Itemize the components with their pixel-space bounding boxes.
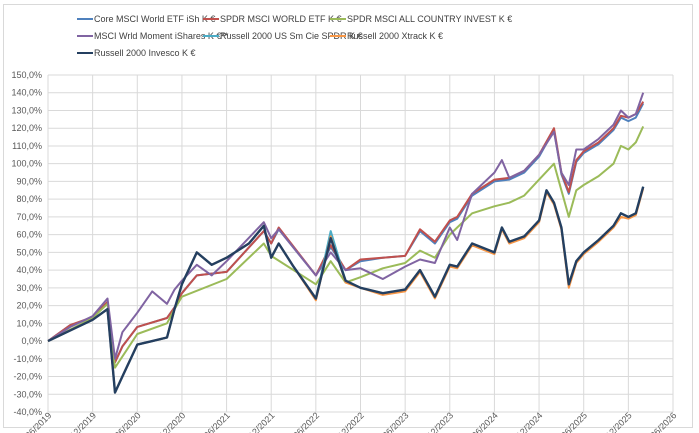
legend-item-core-msci-world: Core MSCI World ETF iSh K € [77, 14, 215, 24]
legend-swatch [330, 35, 346, 37]
series-line-4 [47, 92, 645, 360]
x-tick-label: 1/12/2022 [331, 410, 366, 433]
y-tick-label: 110,0% [12, 141, 42, 151]
y-tick-label: 30,0% [16, 283, 42, 293]
y-tick-label: 150,0% [11, 70, 42, 80]
legend-label: Core MSCI World ETF iSh K € [94, 14, 216, 24]
y-tick-label: 40,0% [16, 265, 42, 275]
legend-label: SPDR MSCI ALL COUNTRY INVEST K € [347, 14, 513, 24]
x-axis: 1/06/2019 1/12/2019 1/06/2020 1/12/2020 1/06… [18, 410, 678, 433]
legend-swatch [77, 52, 93, 54]
series-line-7 [47, 186, 645, 394]
legend-item-spdr-acwi: SPDR MSCI ALL COUNTRY INVEST K € [330, 14, 512, 24]
x-tick-label: 1/12/2023 [420, 410, 455, 433]
series-line-2 [47, 101, 645, 364]
x-tick-label: 1/12/2025 [598, 410, 633, 433]
legend-label: MSCI Wrld Moment iShares K €** [94, 31, 229, 41]
y-tick-label: 50,0% [16, 247, 42, 257]
y-tick-label: 20,0% [16, 301, 42, 311]
y-tick-label: 0,0% [21, 336, 42, 346]
legend-item-russell-spdr: Russell 2000 US Sm Cie SPDR K € [203, 31, 363, 41]
y-tick-label: -30,0% [13, 389, 42, 399]
y-tick-label: 140,0% [11, 88, 42, 98]
legend-swatch [203, 18, 219, 20]
y-tick-label: 130,0% [11, 105, 42, 115]
legend-item-russell-invesco: Russell 2000 Invesco K € [77, 48, 196, 58]
x-tick-label: 1/06/2021 [197, 410, 232, 433]
legend-swatch [77, 18, 93, 20]
legend-swatch [203, 35, 219, 37]
x-tick-label: 1/06/2025 [554, 410, 589, 433]
legend-swatch [77, 35, 93, 37]
chart-frame [3, 4, 693, 428]
legend-label: Russell 2000 Xtrack K € [347, 31, 444, 41]
y-tick-label: 70,0% [16, 212, 42, 222]
legend-item-spdr-msci-world: SPDR MSCI WORLD ETF K € [203, 14, 342, 24]
legend-label: Russell 2000 Invesco K € [94, 48, 196, 58]
series-lines [47, 92, 645, 394]
legend-item-msci-momentum: MSCI Wrld Moment iShares K €** [77, 31, 228, 41]
x-tick-label: 1/06/2020 [107, 410, 142, 433]
gridlines [47, 74, 674, 413]
y-tick-label: 10,0% [16, 318, 42, 328]
x-tick-label: 1/06/2023 [375, 410, 410, 433]
y-tick-label: 60,0% [16, 230, 42, 240]
y-axis: -40,0% -30,0% -20,0% -10,0% 0,0% 10,0% 20,0% 30… [11, 70, 42, 417]
x-tick-label: 1/12/2020 [152, 410, 187, 433]
y-tick-label: 120,0% [11, 123, 42, 133]
y-tick-label: 80,0% [16, 194, 42, 204]
y-tick-label: -40,0% [13, 407, 42, 417]
legend-item-russell-xtrack: Russell 2000 Xtrack K € [330, 31, 443, 41]
x-tick-label: 1/06/2022 [286, 410, 321, 433]
x-tick-label: 1/06/2024 [464, 410, 499, 433]
legend: Core MSCI World ETF iSh K € SPDR MSCI WO… [0, 0, 699, 70]
x-tick-label: 1/12/2019 [63, 410, 98, 433]
y-tick-label: -10,0% [13, 354, 42, 364]
legend-swatch [330, 18, 346, 20]
y-tick-label: 90,0% [16, 176, 42, 186]
x-tick-label: 1/12/2021 [241, 410, 276, 433]
x-tick-label: 1/06/2026 [643, 410, 678, 433]
legend-label: Russell 2000 US Sm Cie SPDR K € [220, 31, 363, 41]
x-tick-label: 1/12/2024 [509, 410, 544, 433]
y-tick-label: -20,0% [13, 372, 42, 382]
y-tick-label: 100,0% [11, 159, 42, 169]
legend-label: SPDR MSCI WORLD ETF K € [220, 14, 342, 24]
